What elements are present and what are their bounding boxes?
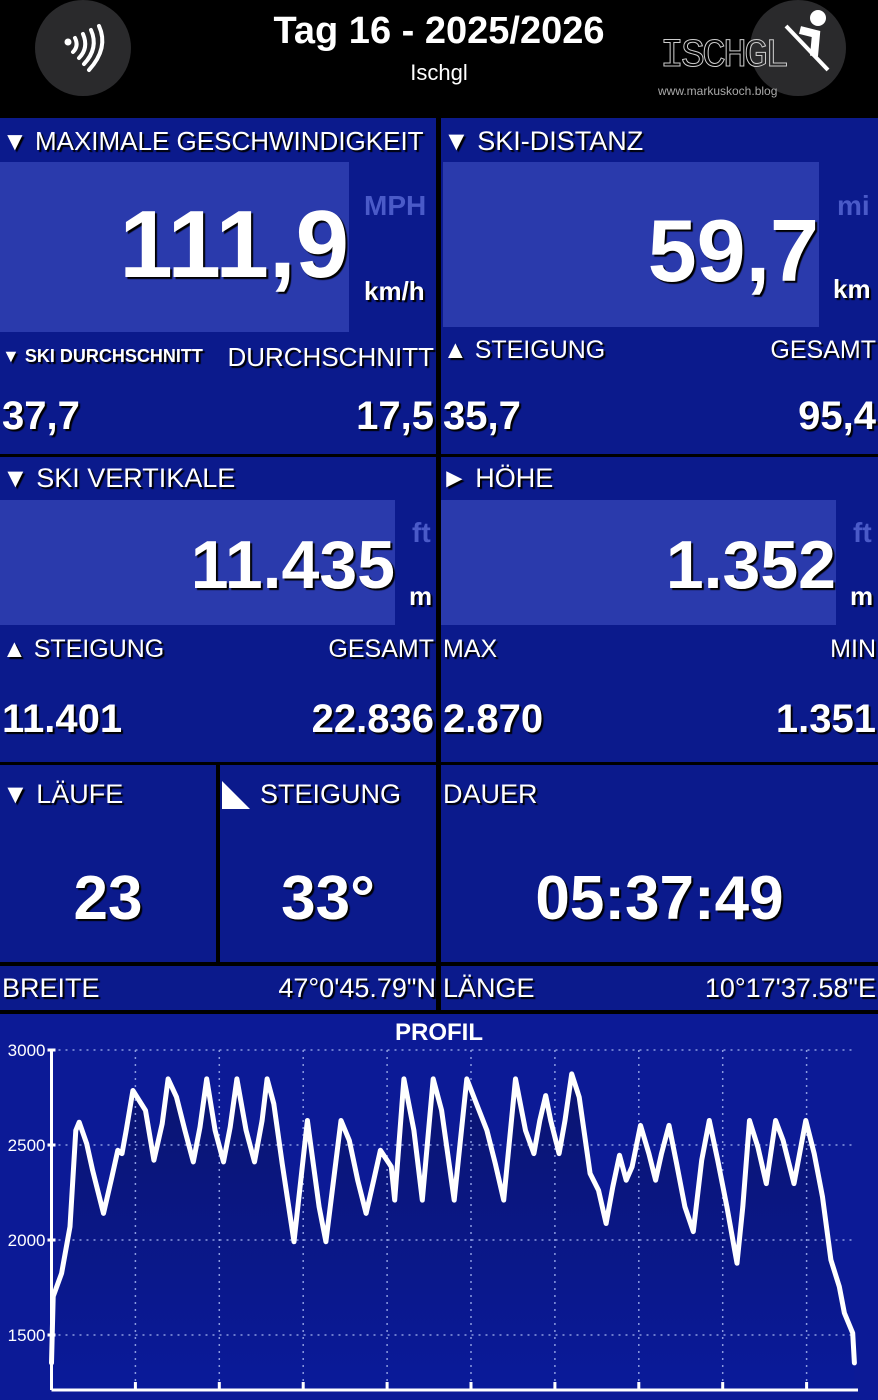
ski-distance-box: 59,7: [443, 162, 819, 327]
header: Tag 16 - 2025/2026 Ischgl ISCHGL www.mar…: [0, 0, 878, 118]
y-tick-label: 2500: [8, 1136, 46, 1155]
slope-panel[interactable]: STEIGUNG 33°: [220, 765, 436, 962]
x-tick-label: 70: [629, 1397, 648, 1400]
ski-vertical-box: 11.435: [0, 500, 395, 625]
x-tick-label: 40: [378, 1397, 397, 1400]
profile-area: [51, 1073, 855, 1390]
distance-ascent-label: ▲ STEIGUNG: [443, 336, 606, 364]
altitude-panel[interactable]: ► HÖHE 1.352 ft m MAX MIN 2.870 1.351: [441, 457, 878, 762]
ski-distance-unit[interactable]: km: [833, 274, 871, 304]
distance-total-value: 95,4: [798, 394, 876, 438]
y-tick-label: 1500: [8, 1326, 46, 1345]
average-value: 17,5: [356, 394, 434, 438]
page-title: Tag 16 - 2025/2026: [273, 10, 605, 52]
ski-average-value: 37,7: [2, 394, 80, 438]
duration-panel[interactable]: DAUER 05:37:49: [441, 765, 878, 962]
vertical-ascent-value: 11.401: [2, 697, 123, 741]
altitude-unit[interactable]: m: [850, 581, 874, 611]
slope-value: 33°: [281, 864, 375, 933]
signal-waves-icon: [64, 24, 105, 72]
altitude-min-value: 1.351: [775, 697, 876, 741]
x-tick-label: 90: [797, 1397, 816, 1400]
chart-title: PROFIL: [395, 1019, 483, 1046]
watermark-logo: ISCHGL: [659, 34, 789, 80]
duration-label: DAUER: [443, 779, 538, 809]
x-tick-label: 30: [294, 1397, 313, 1400]
skier-icon: [784, 10, 830, 72]
ski-vertical-unit-alt[interactable]: ft: [412, 517, 431, 548]
latitude-panel: BREITE 47°0'45.79"N: [0, 966, 436, 1010]
ski-vertical-unit[interactable]: m: [409, 581, 433, 611]
vertical-total-value: 22.836: [311, 697, 434, 741]
max-speed-label: ▼ MAXIMALE GESCHWINDIGKEIT: [2, 126, 424, 156]
latitude-label: BREITE: [2, 973, 100, 1003]
distance-ascent-value: 35,7: [443, 394, 521, 438]
duration-value: 05:37:49: [535, 864, 784, 933]
ski-vertical-panel[interactable]: ▼ SKI VERTIKALE 11.435 ft m ▲ STEIGUNG G…: [0, 457, 436, 762]
altitude-max-value: 2.870: [443, 697, 544, 741]
ski-vertical-value: 11.435: [190, 527, 395, 603]
latitude-value: 47°0'45.79"N: [278, 973, 436, 1003]
x-tick-label: 80: [713, 1397, 732, 1400]
longitude-value: 10°17'37.58"E: [704, 973, 876, 1003]
altitude-unit-alt[interactable]: ft: [853, 517, 872, 548]
average-label: DURCHSCHNITT: [227, 342, 434, 372]
max-speed-unit-alt[interactable]: MPH: [364, 190, 427, 221]
distance-total-label: GESAMT: [770, 336, 876, 364]
altitude-box: 1.352: [441, 500, 836, 625]
profile-line: [49, 1071, 857, 1366]
tracking-button[interactable]: [35, 0, 131, 96]
runs-panel[interactable]: ▼ LÄUFE 23: [0, 765, 216, 962]
altitude-min-label: MIN: [830, 635, 876, 663]
runs-label: ▼ LÄUFE: [2, 779, 124, 809]
altitude-label: ► HÖHE: [441, 463, 554, 493]
ski-distance-label: ▼ SKI-DISTANZ: [443, 126, 644, 156]
ski-distance-panel[interactable]: ▼ SKI-DISTANZ 59,7 mi km ▲ STEIGUNG GESA…: [441, 118, 878, 454]
x-tick-label: 10: [126, 1397, 145, 1400]
y-tick-label: 3000: [8, 1041, 46, 1060]
profile-chart-svg: 1500 2000 2500 3000 0 10 20 30 40 50 60 70 80 90: [8, 1041, 858, 1400]
slope-label: STEIGUNG: [260, 779, 402, 809]
max-speed-value: 111,9: [119, 191, 349, 298]
ski-distance-unit-alt[interactable]: mi: [837, 190, 870, 221]
ski-distance-value: 59,7: [647, 201, 819, 300]
altitude-value: 1.352: [665, 527, 836, 603]
longitude-label: LÄNGE: [443, 973, 535, 1003]
max-speed-box: 111,9: [0, 162, 349, 332]
x-tick-label: 20: [210, 1397, 229, 1400]
profile-chart: PROFIL 1500 2000 2500 3000 0 10 20 30 40 50 60 70 80…: [0, 1014, 878, 1400]
y-tick-label: 2000: [8, 1231, 46, 1250]
x-tick-label: 50: [462, 1397, 481, 1400]
runs-value: 23: [73, 864, 143, 933]
vertical-total-label: GESAMT: [328, 635, 434, 663]
max-speed-unit[interactable]: km/h: [364, 276, 425, 306]
watermark-url: www.markuskoch.blog: [658, 84, 778, 98]
x-tick-label: 0: [47, 1397, 56, 1400]
skier-button[interactable]: [750, 0, 846, 96]
page-subtitle: Ischgl: [410, 60, 468, 85]
ski-average-label: ▼ SKI DURCHSCHNITT: [2, 346, 203, 366]
slope-icon: [222, 781, 250, 809]
ski-vertical-label: ▼ SKI VERTIKALE: [2, 463, 236, 493]
longitude-panel: LÄNGE 10°17'37.58"E: [441, 966, 878, 1010]
max-speed-panel[interactable]: ▼ MAXIMALE GESCHWINDIGKEIT 111,9 MPH km/…: [0, 118, 436, 454]
vertical-ascent-label: ▲ STEIGUNG: [2, 635, 165, 663]
altitude-max-label: MAX: [443, 635, 498, 663]
x-tick-label: 60: [545, 1397, 564, 1400]
